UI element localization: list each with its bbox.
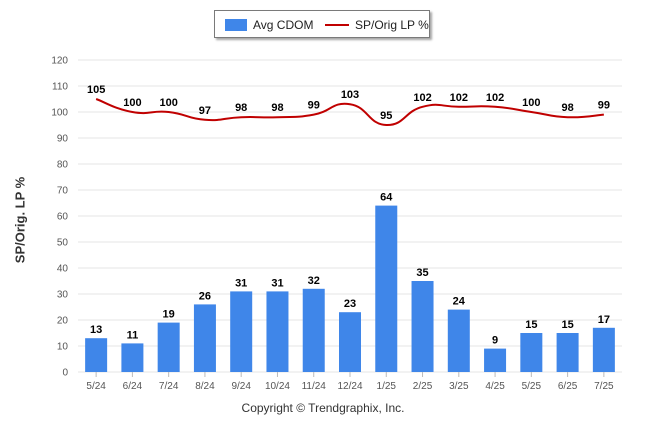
line-data-label: 99 (598, 100, 610, 112)
bar (266, 291, 289, 372)
bar (85, 338, 108, 372)
legend-item-line[interactable]: SP/Orig LP % (325, 17, 429, 33)
x-tick-label: 11/24 (302, 381, 327, 392)
bar (520, 333, 543, 372)
bar (556, 333, 579, 372)
y-tick-label: 80 (57, 160, 69, 171)
legend-bar-label: Avg CDOM (253, 18, 314, 32)
line-series-path (95, 98, 604, 127)
y-tick-label: 60 (57, 212, 69, 223)
bar-data-label: 11 (127, 329, 139, 341)
legend-item-bar[interactable]: Avg CDOM (225, 17, 313, 33)
bar-data-label: 15 (561, 319, 573, 331)
bar-data-label: 24 (453, 296, 466, 308)
bar (157, 322, 180, 372)
bar (339, 312, 361, 372)
y-tick-label: 50 (57, 238, 69, 249)
legend-line-swatch (325, 24, 349, 26)
y-tick-label: 110 (52, 82, 68, 93)
line-data-label: 102 (486, 92, 504, 104)
x-tick-label: 7/24 (159, 381, 179, 392)
y-tick-label: 40 (57, 264, 69, 275)
x-tick-label: 10/24 (265, 381, 290, 392)
bar (592, 327, 615, 372)
line-data-label: 97 (199, 105, 211, 117)
y-axis-title: SP/Orig. LP % (12, 176, 28, 264)
x-tick-label: 2/25 (413, 381, 433, 392)
bar-data-label: 17 (598, 314, 610, 326)
x-tick-label: 1/25 (377, 381, 397, 392)
line-data-label: 99 (308, 100, 320, 112)
bar-data-label: 35 (416, 267, 428, 279)
y-tick-label: 30 (57, 290, 69, 301)
bar-data-label: 19 (163, 309, 175, 321)
bar-data-label: 31 (271, 277, 283, 289)
line-data-label: 98 (235, 102, 247, 114)
y-tick-label: 20 (57, 316, 69, 327)
line-data-label: 102 (413, 92, 431, 104)
bar (484, 348, 507, 372)
bar-data-label: 15 (525, 319, 537, 331)
line-data-label: 100 (159, 97, 177, 109)
x-tick-label: 5/25 (522, 381, 542, 392)
bar-data-label: 31 (235, 277, 247, 289)
y-tick-label: 0 (62, 368, 68, 379)
x-tick-label: 4/25 (485, 381, 505, 392)
legend-line-label: SP/Orig LP % (355, 18, 429, 32)
bar (302, 288, 325, 372)
line-data-label: 102 (450, 92, 468, 104)
x-tick-label: 9/24 (231, 381, 251, 392)
line-data-label: 98 (271, 102, 283, 114)
x-tick-label: 8/24 (195, 381, 215, 392)
x-tick-label: 3/25 (449, 381, 469, 392)
y-tick-label: 70 (57, 186, 69, 197)
x-tick-label: 7/25 (594, 381, 614, 392)
line-data-label: 105 (87, 84, 105, 96)
bar-data-label: 23 (344, 298, 356, 310)
bar-data-label: 26 (199, 290, 211, 302)
x-tick-label: 6/24 (123, 381, 143, 392)
line-data-label: 95 (380, 110, 392, 122)
line-data-label: 103 (341, 89, 359, 101)
bar-data-label: 64 (380, 192, 393, 204)
y-tick-label: 90 (57, 134, 69, 145)
bar (447, 309, 470, 372)
legend-bar-swatch (225, 19, 247, 31)
y-tick-label: 10 (57, 342, 69, 353)
line-data-label: 100 (522, 97, 540, 109)
x-tick-label: 5/24 (86, 381, 106, 392)
bar (230, 291, 253, 372)
bar (411, 281, 434, 372)
y-tick-label: 100 (51, 108, 68, 119)
line-data-label: 100 (123, 97, 141, 109)
x-tick-label: 6/25 (558, 381, 578, 392)
y-tick-label: 120 (51, 56, 68, 67)
bar-data-label: 32 (308, 275, 320, 287)
bar (375, 205, 398, 372)
copyright-footer: Copyright © Trendgraphix, Inc. (241, 401, 405, 415)
bar (121, 343, 144, 372)
x-tick-label: 12/24 (337, 381, 362, 392)
legend: Avg CDOM SP/Orig LP % (214, 10, 430, 38)
line-data-label: 98 (561, 102, 573, 114)
bar (193, 304, 216, 372)
bar-data-label: 9 (492, 335, 498, 347)
bar-data-label: 13 (90, 324, 102, 336)
